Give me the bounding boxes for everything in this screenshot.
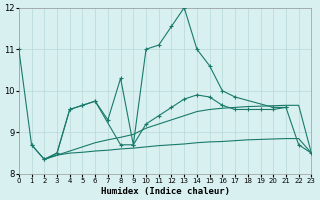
X-axis label: Humidex (Indice chaleur): Humidex (Indice chaleur) <box>100 187 230 196</box>
